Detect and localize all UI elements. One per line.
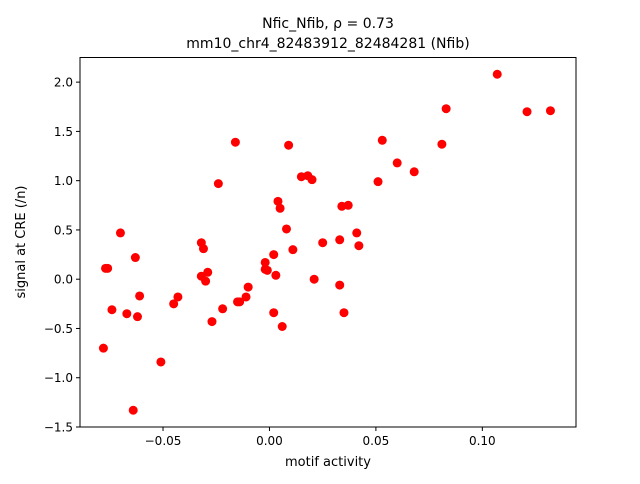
x-tick-label: 0.10 bbox=[469, 434, 496, 448]
data-point bbox=[201, 276, 211, 286]
data-point bbox=[173, 292, 183, 302]
y-axis-ticks: −1.5 −1.0 −0.5 0.0 0.5 1.0 1.5 2.0 bbox=[44, 76, 80, 435]
x-tick-label: 0.05 bbox=[363, 434, 390, 448]
chart-subtitle: mm10_chr4_82483912_82484281 (Nfib) bbox=[186, 36, 469, 52]
data-point bbox=[213, 179, 223, 189]
data-point bbox=[269, 308, 279, 318]
data-point bbox=[354, 241, 364, 251]
data-point bbox=[522, 107, 532, 117]
data-point bbox=[492, 69, 502, 79]
data-point bbox=[207, 317, 217, 327]
data-point bbox=[169, 299, 179, 309]
data-point bbox=[409, 167, 419, 177]
data-point bbox=[218, 304, 228, 314]
y-tick-label: 2.0 bbox=[54, 76, 73, 90]
data-point bbox=[103, 263, 113, 273]
data-point bbox=[107, 305, 117, 315]
y-tick-label: −0.5 bbox=[44, 322, 73, 336]
data-point bbox=[198, 244, 208, 254]
data-point bbox=[235, 297, 245, 307]
data-point bbox=[307, 175, 317, 185]
chart-title: Nfic_Nfib, ρ = 0.73 bbox=[262, 16, 394, 32]
plot-frame bbox=[79, 57, 577, 428]
data-point bbox=[132, 312, 142, 322]
data-point bbox=[156, 357, 166, 367]
data-point bbox=[98, 343, 108, 353]
data-point bbox=[284, 140, 294, 150]
data-point bbox=[437, 139, 447, 149]
data-point bbox=[335, 280, 345, 290]
y-tick-label: −1.5 bbox=[44, 421, 73, 435]
data-point bbox=[352, 228, 362, 238]
data-point bbox=[545, 106, 555, 116]
y-axis-label: signal at CRE (/n) bbox=[14, 185, 29, 298]
data-point bbox=[339, 308, 349, 318]
data-point bbox=[269, 250, 279, 260]
data-point bbox=[377, 135, 387, 145]
data-point bbox=[260, 257, 270, 267]
x-axis-ticks: −0.05 0.00 0.05 0.10 bbox=[145, 427, 496, 448]
x-tick-label: 0.00 bbox=[256, 434, 283, 448]
y-tick-label: −1.0 bbox=[44, 371, 73, 385]
data-point bbox=[288, 245, 298, 255]
data-points bbox=[98, 69, 555, 415]
data-point bbox=[318, 238, 328, 248]
data-point bbox=[243, 282, 253, 292]
data-point bbox=[275, 203, 285, 213]
data-point bbox=[128, 405, 138, 415]
data-point bbox=[335, 235, 345, 245]
y-tick-label: 0.0 bbox=[54, 273, 73, 287]
data-point bbox=[115, 228, 125, 238]
data-point bbox=[241, 292, 251, 302]
y-tick-label: 1.5 bbox=[54, 125, 73, 139]
data-point bbox=[277, 322, 287, 331]
data-point bbox=[271, 270, 281, 280]
data-point bbox=[281, 224, 291, 234]
data-point bbox=[130, 253, 140, 263]
data-point bbox=[135, 291, 145, 301]
data-point bbox=[273, 196, 283, 206]
data-point bbox=[230, 137, 240, 147]
x-tick-label: −0.05 bbox=[145, 434, 182, 448]
data-point bbox=[373, 177, 383, 187]
y-tick-label: 0.5 bbox=[54, 223, 73, 237]
data-point bbox=[262, 265, 272, 275]
y-tick-label: 1.0 bbox=[54, 174, 73, 188]
data-point bbox=[343, 200, 353, 210]
data-point bbox=[441, 104, 451, 114]
x-axis-label: motif activity bbox=[285, 455, 371, 470]
data-point bbox=[309, 274, 319, 284]
data-point bbox=[392, 158, 402, 168]
data-point bbox=[203, 267, 213, 277]
data-point bbox=[122, 309, 132, 319]
